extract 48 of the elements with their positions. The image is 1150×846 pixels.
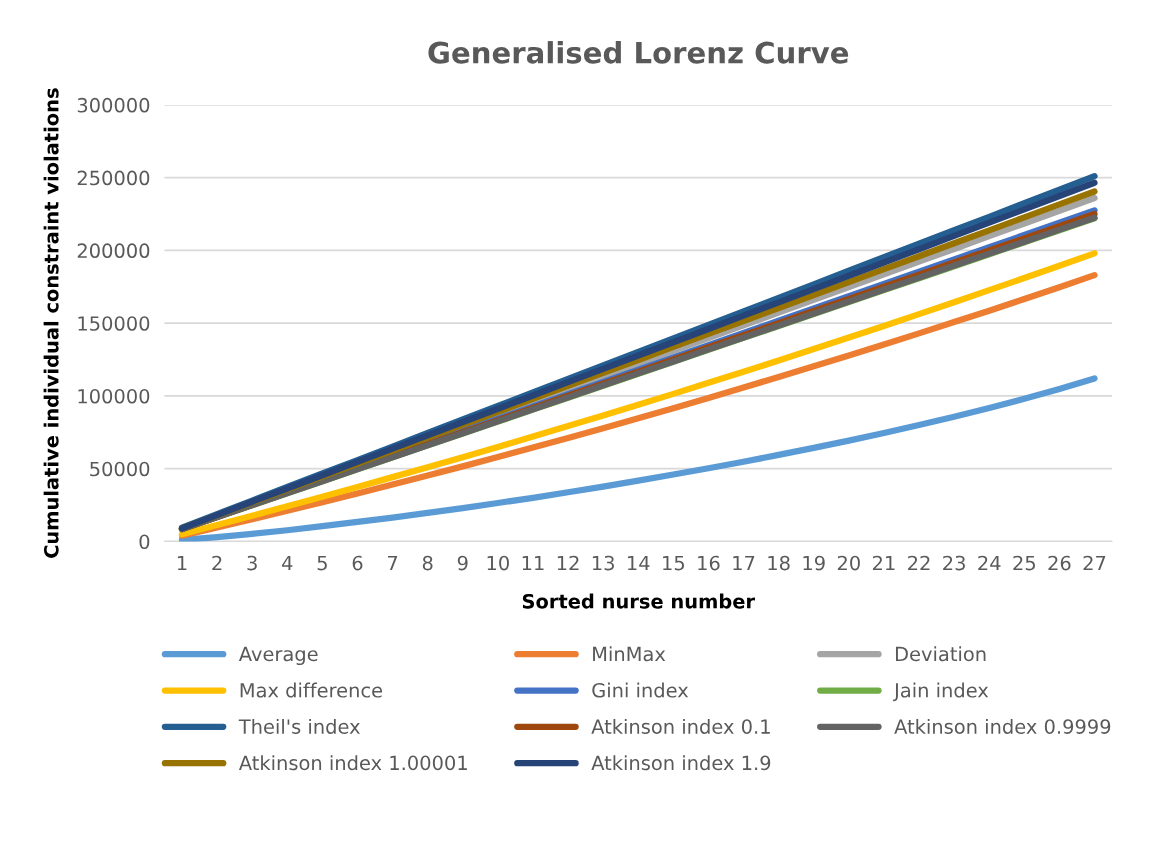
y-tick-label: 100000 <box>78 388 150 404</box>
x-tick-label: 7 <box>387 555 398 571</box>
x-tick-label: 11 <box>522 555 544 571</box>
x-tick-label: 23 <box>943 555 965 571</box>
x-tick-label: 17 <box>733 555 755 571</box>
x-tick-label: 19 <box>803 555 825 571</box>
legend-label: Atkinson index 0.1 <box>591 718 770 734</box>
chart-title: Generalised Lorenz Curve <box>428 41 849 64</box>
x-tick-label: 20 <box>837 555 860 571</box>
x-tick-label: 3 <box>247 555 257 571</box>
x-tick-label: 13 <box>592 555 614 571</box>
x-tick-label: 4 <box>282 555 293 571</box>
legend-label: Atkinson index 1.9 <box>591 755 771 771</box>
x-tick-label: 12 <box>557 555 579 571</box>
y-tick-label: 300000 <box>77 97 150 113</box>
y-tick-label: 250000 <box>77 170 150 186</box>
legend-label: MinMax <box>593 646 666 662</box>
x-tick-label: 24 <box>978 555 1001 571</box>
legend-label: Jain index <box>893 682 989 702</box>
y-tick-label: 150000 <box>78 316 150 331</box>
x-tick-label: 5 <box>317 555 327 571</box>
x-tick-label: 15 <box>663 555 685 571</box>
x-tick-label: 14 <box>628 555 650 571</box>
x-tick-label: 21 <box>872 555 895 571</box>
x-tick-label: 1 <box>177 555 187 571</box>
legend-label: Average <box>238 646 318 666</box>
legend-label: Atkinson index 1.00001 <box>238 755 467 771</box>
x-tick-label: 9 <box>457 555 468 571</box>
legend-label: Atkinson index 0.9999 <box>894 718 1111 734</box>
x-tick-label: 26 <box>1048 555 1071 571</box>
y-tick-label: 50000 <box>90 461 150 477</box>
x-tick-label: 25 <box>1013 555 1035 571</box>
x-tick-label: 22 <box>908 555 930 571</box>
x-axis-title: Sorted nurse number <box>522 593 755 609</box>
legend-label: Theil's index <box>238 718 360 734</box>
x-tick-label: 18 <box>768 555 790 571</box>
y-tick-label: 0 <box>139 534 150 550</box>
x-tick-label: 27 <box>1083 555 1106 571</box>
legend-label: Max difference <box>240 682 383 698</box>
legend-label: Gini index <box>592 682 689 698</box>
x-tick-label: 8 <box>422 555 433 571</box>
x-tick-label: 10 <box>487 555 509 571</box>
y-axis-title: Cumulative individual constraint violations <box>43 88 59 558</box>
x-tick-label: 6 <box>352 555 363 571</box>
x-tick-label: 2 <box>212 555 222 571</box>
legend-label: Deviation <box>895 646 986 662</box>
x-tick-label: 16 <box>698 555 720 571</box>
y-tick-label: 200000 <box>77 243 150 259</box>
